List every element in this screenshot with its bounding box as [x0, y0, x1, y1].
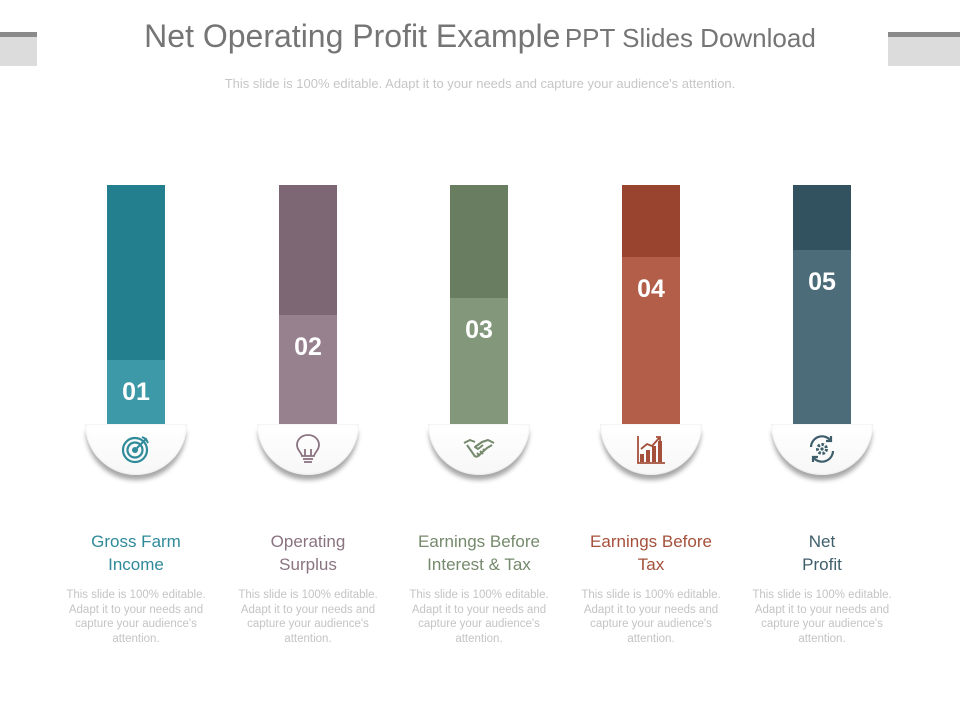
- level-bar: 02: [279, 185, 337, 425]
- level-bar: 05: [793, 185, 851, 425]
- level-bar-top: [622, 185, 680, 257]
- step-description: This slide is 100% editable. Adapt it to…: [581, 589, 721, 645]
- step-description: This slide is 100% editable. Adapt it to…: [752, 589, 892, 645]
- step-label: Operating Surplus: [228, 530, 388, 576]
- step-number: 02: [294, 333, 322, 361]
- level-bar-top: [107, 185, 165, 360]
- step-number: 03: [465, 316, 493, 344]
- level-bar-fill: [793, 250, 851, 425]
- level-bar-fill: [279, 315, 337, 425]
- level-bar: 03: [450, 185, 508, 425]
- level-bar-fill: [107, 360, 165, 425]
- step-label-line2: Profit: [802, 555, 842, 574]
- step-label: Earnings Before Interest & Tax: [399, 530, 559, 576]
- handshake-icon: [463, 439, 495, 458]
- slide-title: Net Operating Profit Example PPT Slides …: [0, 18, 960, 55]
- step-description: This slide is 100% editable. Adapt it to…: [238, 589, 378, 645]
- level-bar: 01: [107, 185, 165, 425]
- icon-holder: [85, 424, 187, 475]
- icon-holder: [600, 424, 702, 475]
- step-5: 05 Net Profit This slide is 100% editabl…: [742, 0, 902, 720]
- step-number: 04: [637, 275, 665, 303]
- step-label-line1: Earnings Before: [590, 532, 712, 551]
- corner-decoration-right: [888, 32, 960, 66]
- icon-holder: [428, 424, 530, 475]
- step-2: 02 Operating Surplus This slide is 100% …: [228, 0, 388, 720]
- slide-subtitle: This slide is 100% editable. Adapt it to…: [224, 76, 736, 91]
- step-1: 01 Gross Farm Income This slide is 100% …: [56, 0, 216, 720]
- step-label-line1: Gross Farm: [91, 532, 181, 551]
- step-label-line2: Interest & Tax: [427, 555, 531, 574]
- step-4: 04 Earnings Before Tax This slide is 100…: [571, 0, 731, 720]
- bar-chart-icon: [637, 436, 665, 464]
- level-bar-top: [793, 185, 851, 250]
- step-label: Earnings Before Tax: [571, 530, 731, 576]
- gear-cycle-icon: [809, 435, 835, 463]
- step-description: This slide is 100% editable. Adapt it to…: [409, 589, 549, 645]
- lightbulb-icon: [296, 434, 320, 463]
- level-bar: 04: [622, 185, 680, 425]
- step-3: 03 Earnings Before Interest & Tax This s…: [399, 0, 559, 720]
- step-label-line1: Net: [808, 532, 836, 551]
- step-number: 01: [122, 378, 150, 406]
- step-description: This slide is 100% editable. Adapt it to…: [66, 589, 206, 645]
- slide-title-main: Net Operating Profit Example: [144, 18, 561, 54]
- level-bar-top: [279, 185, 337, 315]
- slide-title-sub: PPT Slides Download: [564, 23, 816, 53]
- level-bar-top: [450, 185, 508, 298]
- icon-holder: [771, 424, 873, 475]
- step-label: Gross Farm Income: [56, 530, 216, 576]
- icon-holder: [257, 424, 359, 475]
- step-label-line1: Operating: [270, 532, 346, 551]
- step-label: Net Profit: [742, 530, 902, 576]
- level-bar-fill: [450, 298, 508, 425]
- step-label-line2: Surplus: [279, 555, 337, 574]
- corner-decoration-left: [0, 32, 37, 66]
- target-icon: [121, 436, 149, 464]
- step-label-line2: Income: [108, 555, 164, 574]
- step-number: 05: [808, 268, 836, 296]
- step-label-line1: Earnings Before: [418, 532, 540, 551]
- step-label-line2: Tax: [637, 555, 665, 574]
- level-bar-fill: [622, 257, 680, 425]
